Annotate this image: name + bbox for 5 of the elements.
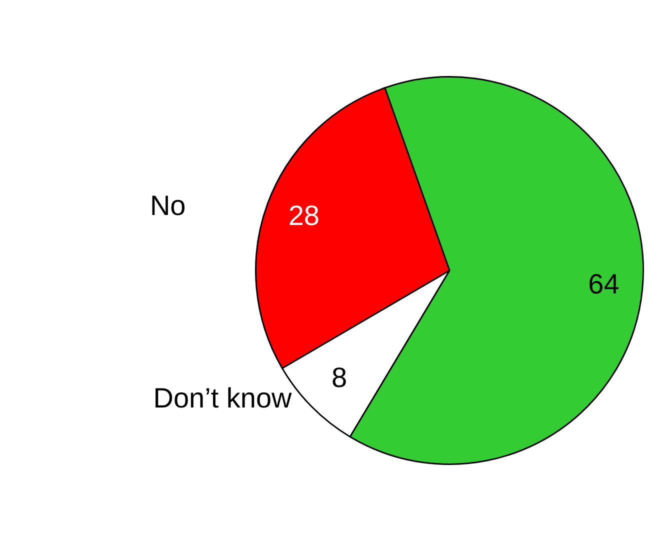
data-label: 64 <box>588 268 620 300</box>
data-label: 8 <box>332 362 348 394</box>
data-label: 28 <box>288 200 320 231</box>
slice-label: No <box>150 190 186 221</box>
slice-label: Don’t know <box>153 382 293 414</box>
